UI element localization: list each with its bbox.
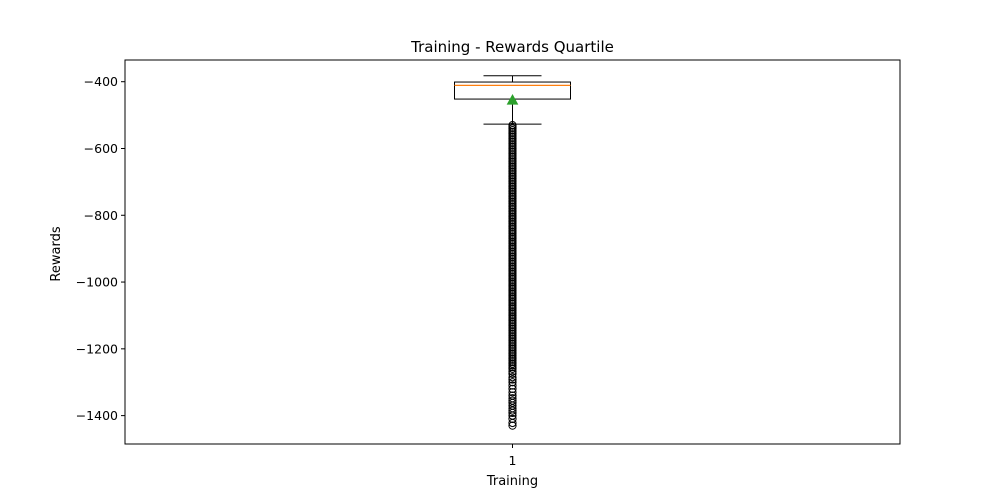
flier-point xyxy=(508,364,517,373)
flier-point xyxy=(508,418,517,428)
flier-point xyxy=(508,378,517,387)
x-axis-label: Training xyxy=(486,474,538,489)
y-tick-label: −1000 xyxy=(76,275,118,290)
y-tick-label: −600 xyxy=(84,141,118,156)
y-tick-label: −1200 xyxy=(76,341,118,356)
y-tick-label: −400 xyxy=(84,74,118,89)
flier-point xyxy=(508,369,517,378)
flier-point xyxy=(508,406,517,415)
flier-point xyxy=(508,375,517,384)
flier-point xyxy=(508,421,517,430)
flier-point xyxy=(508,373,517,382)
y-tick-label: −800 xyxy=(84,208,118,223)
flier-point xyxy=(508,367,517,376)
y-tick-label: −1400 xyxy=(76,408,118,423)
chart-title: Training - Rewards Quartile xyxy=(410,38,614,56)
x-tick-label: 1 xyxy=(509,453,517,468)
flier-point xyxy=(508,388,517,397)
y-axis-label: Rewards xyxy=(49,226,64,281)
flier-point xyxy=(508,408,517,418)
flier-point xyxy=(508,414,517,424)
plot-layer: −400 −600 −800 −1000 −1200 −1400 1 xyxy=(76,74,571,468)
plot-frame xyxy=(124,59,901,445)
flier-point xyxy=(508,381,517,390)
mean-marker xyxy=(506,94,519,105)
flier-point xyxy=(508,384,517,394)
